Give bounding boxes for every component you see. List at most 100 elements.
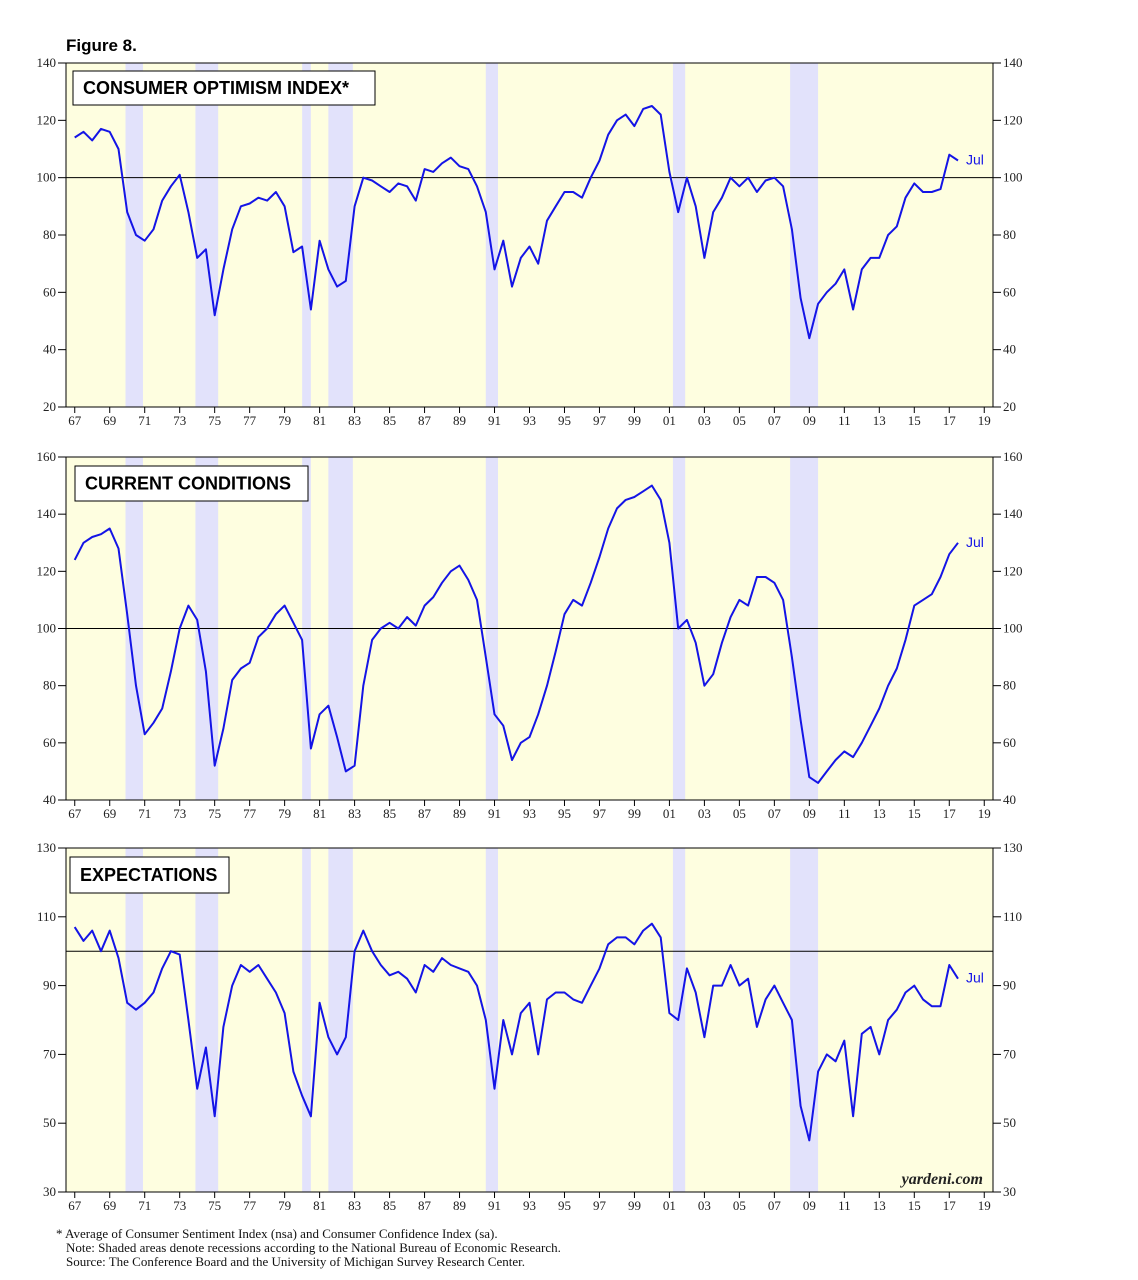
y-tick-label: 120: [1003, 563, 1023, 578]
x-tick-label: 95: [558, 1198, 571, 1213]
y-tick-label: 90: [1003, 978, 1016, 993]
x-tick-label: 09: [803, 806, 816, 821]
annotation: Jul: [966, 151, 984, 167]
y-tick-label: 110: [1003, 909, 1022, 924]
y-tick-label: 160: [37, 449, 57, 464]
x-tick-label: 97: [593, 806, 607, 821]
recession-band: [790, 848, 819, 1192]
y-tick-label: 90: [43, 978, 56, 993]
y-tick-label: 60: [1003, 284, 1016, 299]
y-tick-label: 110: [37, 909, 56, 924]
y-tick-label: 100: [37, 621, 57, 636]
y-tick-label: 30: [43, 1184, 56, 1199]
x-tick-label: 81: [313, 806, 326, 821]
watermark: yardeni.com: [900, 1171, 983, 1188]
x-tick-label: 85: [383, 806, 396, 821]
data-line: [73, 922, 959, 1142]
x-tick-label: 99: [628, 806, 641, 821]
recession-band: [328, 63, 353, 407]
x-tick-label: 81: [313, 1198, 326, 1213]
x-tick-label: 05: [733, 806, 746, 821]
x-tick-label: 01: [663, 806, 676, 821]
x-tick-label: 19: [978, 1198, 991, 1213]
x-tick-label: 17: [943, 1198, 957, 1213]
recession-band: [125, 63, 143, 407]
x-tick-label: 07: [768, 413, 782, 428]
x-tick-label: 69: [103, 806, 116, 821]
data-line: [74, 105, 959, 340]
x-tick-label: 97: [593, 1198, 607, 1213]
x-tick-label: 83: [348, 413, 361, 428]
x-tick-label: 13: [873, 413, 886, 428]
x-tick-label: 73: [173, 1198, 186, 1213]
y-tick-label: 60: [43, 284, 56, 299]
y-tick-label: 70: [1003, 1046, 1016, 1061]
x-tick-label: 03: [698, 1198, 711, 1213]
plot-background: [66, 848, 993, 1192]
x-tick-label: 91: [488, 413, 501, 428]
recession-band: [125, 848, 143, 1192]
annotation: Jul: [966, 970, 984, 986]
x-tick-label: 93: [523, 1198, 536, 1213]
x-tick-label: 01: [663, 1198, 676, 1213]
x-tick-label: 71: [138, 413, 151, 428]
x-tick-label: 77: [243, 1198, 257, 1213]
recession-band: [195, 848, 219, 1192]
x-tick-label: 95: [558, 413, 571, 428]
y-tick-label: 140: [1003, 506, 1023, 521]
x-tick-label: 79: [278, 1198, 291, 1213]
x-tick-label: 73: [173, 806, 186, 821]
y-tick-label: 140: [1003, 55, 1023, 70]
chart-title: EXPECTATIONS: [80, 865, 217, 885]
x-tick-label: 15: [908, 1198, 921, 1213]
note: Source: The Conference Board and the Uni…: [66, 1254, 525, 1269]
x-tick-label: 83: [348, 1198, 361, 1213]
recession-band: [485, 848, 499, 1192]
y-tick-label: 40: [43, 342, 56, 357]
y-tick-label: 100: [1003, 621, 1023, 636]
x-tick-label: 71: [138, 806, 151, 821]
y-tick-label: 50: [43, 1115, 56, 1130]
x-tick-label: 07: [768, 806, 782, 821]
x-tick-label: 77: [243, 806, 257, 821]
x-tick-label: 05: [733, 413, 746, 428]
x-tick-label: 89: [453, 413, 466, 428]
x-tick-label: 19: [978, 806, 991, 821]
x-tick-label: 05: [733, 1198, 746, 1213]
chart-title: CONSUMER OPTIMISM INDEX*: [83, 78, 349, 98]
recession-band: [302, 63, 311, 407]
recession-band: [195, 63, 219, 407]
x-tick-label: 73: [173, 413, 186, 428]
x-tick-label: 11: [838, 413, 851, 428]
y-tick-label: 120: [1003, 112, 1023, 127]
y-tick-label: 80: [1003, 227, 1016, 242]
x-tick-label: 69: [103, 1198, 116, 1213]
x-tick-label: 99: [628, 413, 641, 428]
recession-band: [485, 63, 499, 407]
x-tick-label: 67: [68, 413, 82, 428]
plot-frame: [65, 456, 994, 801]
recession-band: [672, 63, 686, 407]
x-tick-label: 17: [943, 806, 957, 821]
x-tick-label: 87: [418, 1198, 432, 1213]
y-tick-label: 20: [43, 399, 56, 414]
title-box: [72, 70, 376, 106]
y-tick-label: 20: [1003, 399, 1016, 414]
x-tick-label: 03: [698, 806, 711, 821]
x-tick-label: 87: [418, 413, 432, 428]
x-tick-label: 03: [698, 413, 711, 428]
x-tick-label: 79: [278, 806, 291, 821]
y-tick-label: 100: [37, 170, 57, 185]
y-tick-label: 30: [1003, 1184, 1016, 1199]
y-tick-label: 160: [1003, 449, 1023, 464]
x-tick-label: 87: [418, 806, 432, 821]
x-tick-label: 81: [313, 413, 326, 428]
x-tick-label: 11: [838, 806, 851, 821]
x-tick-label: 91: [488, 806, 501, 821]
x-tick-label: 93: [523, 806, 536, 821]
plot-frame: [65, 847, 994, 1193]
y-tick-label: 140: [37, 506, 57, 521]
x-tick-label: 67: [68, 1198, 82, 1213]
x-tick-label: 91: [488, 1198, 501, 1213]
